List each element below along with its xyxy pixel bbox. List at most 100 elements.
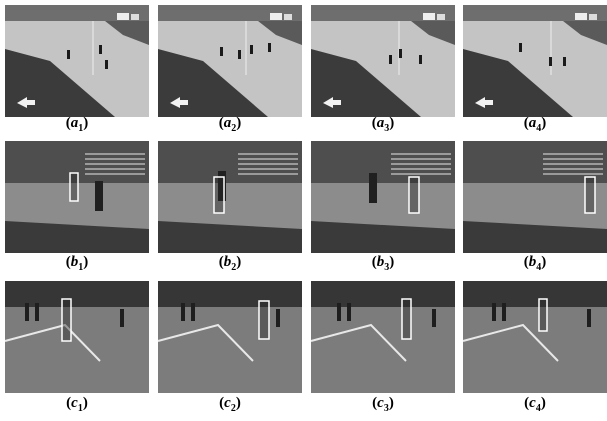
caption: (b2) (219, 254, 242, 273)
windows (238, 158, 298, 160)
caption: (b1) (66, 254, 89, 273)
person (67, 50, 70, 59)
person (502, 303, 506, 321)
windows (543, 163, 603, 165)
caption: (a2) (219, 115, 242, 134)
van (423, 13, 435, 20)
person (220, 47, 223, 56)
panel (311, 5, 455, 117)
paren: ) (236, 395, 241, 411)
panel (158, 141, 302, 253)
person (99, 45, 102, 54)
windows (543, 153, 603, 155)
person (587, 309, 591, 327)
person (519, 43, 522, 52)
paren: ) (83, 115, 88, 131)
panel (5, 141, 149, 253)
caption: (c1) (66, 395, 88, 414)
caption: (c3) (372, 395, 394, 414)
panel (5, 281, 149, 393)
paren: ) (236, 254, 241, 270)
bounding-box (402, 299, 411, 339)
panel (311, 141, 455, 253)
windows (391, 158, 451, 160)
van (270, 13, 282, 20)
windows (238, 173, 298, 175)
person (35, 303, 39, 321)
van (575, 13, 587, 20)
paren: ) (389, 395, 394, 411)
caption: (a4) (524, 115, 547, 134)
van (131, 14, 139, 20)
windows (391, 153, 451, 155)
person (419, 55, 422, 64)
person (181, 303, 185, 321)
panel (158, 5, 302, 117)
windows (391, 173, 451, 175)
building (311, 141, 455, 183)
trees (158, 281, 302, 307)
bounding-box (62, 299, 71, 341)
person (432, 309, 436, 327)
windows (391, 168, 451, 170)
caption: (a3) (372, 115, 395, 134)
panel (311, 281, 455, 393)
paren: ) (236, 115, 241, 131)
panel (158, 281, 302, 393)
van (117, 13, 129, 20)
person (549, 57, 552, 66)
person (191, 303, 195, 321)
van (284, 14, 292, 20)
building (158, 141, 302, 183)
bounding-box (539, 299, 547, 331)
windows (391, 163, 451, 165)
bounding-box (585, 177, 595, 213)
caption: (b3) (372, 254, 395, 273)
person (276, 309, 280, 327)
caption: (c2) (219, 395, 241, 414)
panel (463, 141, 607, 253)
caption: (c4) (524, 395, 546, 414)
van (437, 14, 445, 20)
person (563, 57, 566, 66)
windows (85, 168, 145, 170)
bounding-box (259, 301, 269, 339)
figure: (a1) (a2) (a3) (a4) (b1) (b2) (b3) (b4) (c1) (c2)… (0, 0, 607, 421)
bounding-box (409, 177, 419, 213)
windows (85, 173, 145, 175)
van (589, 14, 597, 20)
person (399, 49, 402, 58)
person (120, 309, 124, 327)
windows (85, 163, 145, 165)
person (347, 303, 351, 321)
person (389, 55, 392, 64)
trees (311, 281, 455, 307)
windows (238, 153, 298, 155)
windows (543, 168, 603, 170)
windows (543, 158, 603, 160)
person (337, 303, 341, 321)
bounding-box (214, 177, 224, 213)
bounding-box (70, 173, 78, 201)
person (268, 43, 271, 52)
person (238, 50, 241, 59)
windows (238, 168, 298, 170)
panel (5, 5, 149, 117)
windows (543, 173, 603, 175)
trees (463, 281, 607, 307)
paren: ) (541, 395, 546, 411)
panel (463, 5, 607, 117)
person (250, 45, 253, 54)
person (492, 303, 496, 321)
person (95, 181, 103, 211)
paren: ) (83, 395, 88, 411)
person (105, 60, 108, 69)
paren: ) (83, 254, 88, 270)
person (369, 173, 377, 203)
paren: ) (541, 115, 546, 131)
panel (463, 281, 607, 393)
paren: ) (541, 254, 546, 270)
paren: ) (389, 115, 394, 131)
caption: (b4) (524, 254, 547, 273)
caption: (a1) (66, 115, 89, 134)
